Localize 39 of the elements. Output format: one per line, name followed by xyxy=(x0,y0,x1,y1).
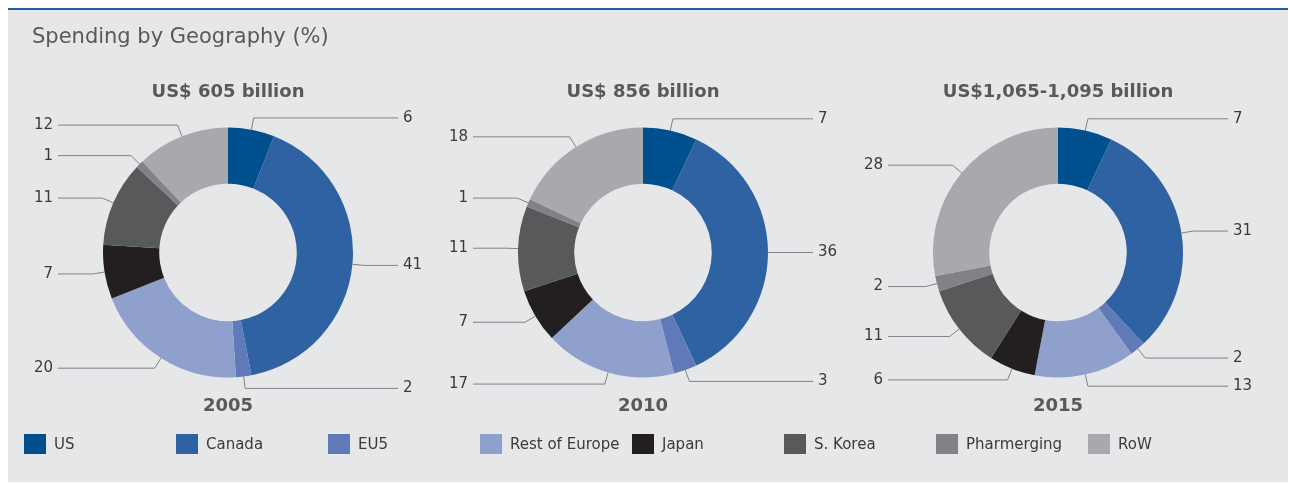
data-label: 1 xyxy=(43,145,53,164)
data-label: 7 xyxy=(818,108,828,127)
data-label: 36 xyxy=(818,242,838,261)
legend-label: RoW xyxy=(1118,435,1152,453)
data-label: 28 xyxy=(863,155,883,174)
legend-label: Rest of Europe xyxy=(510,435,620,453)
text: 2015 xyxy=(1032,393,1084,415)
data-label: 6 xyxy=(873,369,883,388)
data-label: 2 xyxy=(403,378,413,397)
data-label: 1 xyxy=(458,187,468,206)
legend-label: S. Korea xyxy=(814,435,876,453)
text: 2005 xyxy=(202,393,254,415)
text: Spending by Geography (%) xyxy=(32,24,329,48)
data-label: 11 xyxy=(33,187,53,206)
data-label: 2 xyxy=(873,276,883,295)
legend-label: Japan xyxy=(662,435,704,453)
data-label: 31 xyxy=(1233,220,1253,239)
data-label: 3 xyxy=(818,371,828,390)
chart-title: US$ 605 billion xyxy=(151,80,305,102)
data-label: 6 xyxy=(403,107,413,126)
data-label: 41 xyxy=(403,255,423,274)
text: 2010 xyxy=(617,393,669,415)
chart-title: US$ 856 billion xyxy=(566,80,720,102)
legend-label: US xyxy=(54,435,75,453)
data-label: 18 xyxy=(448,126,468,145)
data-label: 11 xyxy=(448,238,468,257)
chart-title: US$1,065-1,095 billion xyxy=(942,80,1174,102)
data-label: 7 xyxy=(1233,108,1243,127)
data-label: 11 xyxy=(863,326,883,345)
data-label: 17 xyxy=(448,373,468,392)
legend-label: Canada xyxy=(206,435,264,453)
data-label: 20 xyxy=(33,358,53,377)
data-label: 13 xyxy=(1233,376,1253,395)
legend-label: Pharmerging xyxy=(966,435,1063,453)
data-label: 12 xyxy=(33,115,53,134)
data-label: 7 xyxy=(43,263,53,282)
legend-label: EU5 xyxy=(358,435,388,453)
data-label: 7 xyxy=(458,312,468,331)
data-label: 2 xyxy=(1233,347,1243,366)
